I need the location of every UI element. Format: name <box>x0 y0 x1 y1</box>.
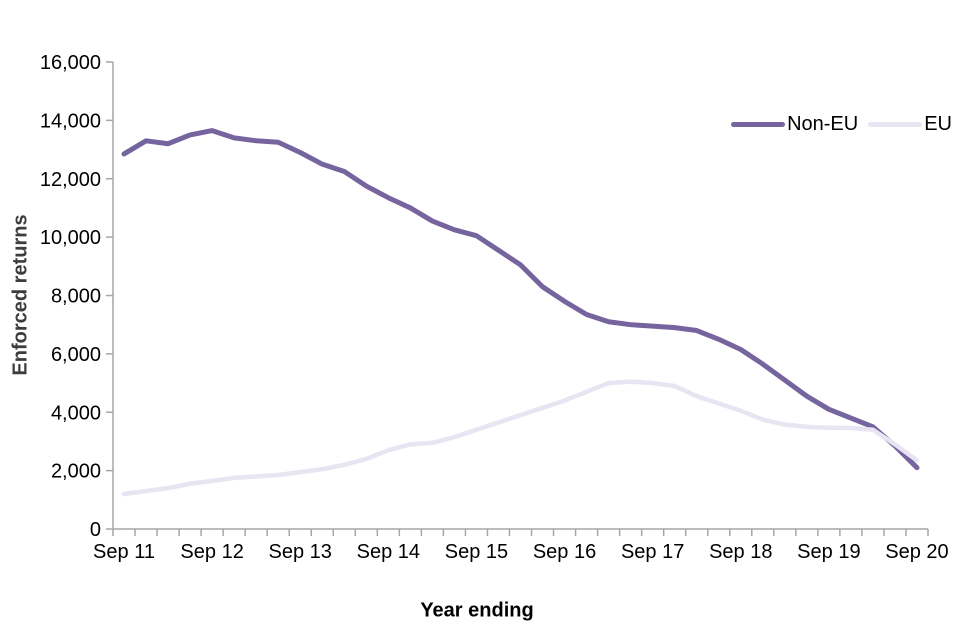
series-line-eu <box>121 379 920 497</box>
eu-legend-label: EU <box>924 113 952 135</box>
legend-item-eu: EU <box>868 113 952 136</box>
series-line-non-eu <box>121 128 920 471</box>
x-tick-label: Sep 11 <box>93 541 155 563</box>
eu-legend-swatch <box>868 122 923 127</box>
y-tick-label: 8,000 <box>51 286 101 308</box>
y-tick-label: 4,000 <box>51 402 101 424</box>
x-tick-label: Sep 16 <box>533 541 596 563</box>
y-tick-label: 2,000 <box>51 461 101 483</box>
x-tick-label: Sep 20 <box>885 541 948 563</box>
legend: Non-EU EU <box>731 113 952 136</box>
non-eu-legend-label: Non-EU <box>787 113 859 135</box>
y-tick-label: 14,000 <box>40 110 101 132</box>
y-tick-label: 0 <box>90 519 101 541</box>
x-tick-label: Sep 19 <box>797 541 860 563</box>
x-tick-label: Sep 12 <box>180 541 243 563</box>
x-tick-label: Sep 14 <box>357 541 420 563</box>
y-axis-title: Enforced returns <box>9 214 32 376</box>
y-tick-label: 16,000 <box>40 52 101 74</box>
non-eu-legend-swatch <box>731 122 786 127</box>
legend-item-non-eu: Non-EU <box>731 113 858 136</box>
x-tick-label: Sep 18 <box>709 541 772 563</box>
x-axis-title: Year ending <box>420 599 534 622</box>
y-tick-label: 10,000 <box>40 227 101 249</box>
x-tick-label: Sep 13 <box>269 541 332 563</box>
y-tick-label: 12,000 <box>40 169 101 191</box>
x-tick-label: Sep 17 <box>621 541 684 563</box>
x-tick-label: Sep 15 <box>445 541 508 563</box>
y-tick-label: 6,000 <box>51 344 101 366</box>
